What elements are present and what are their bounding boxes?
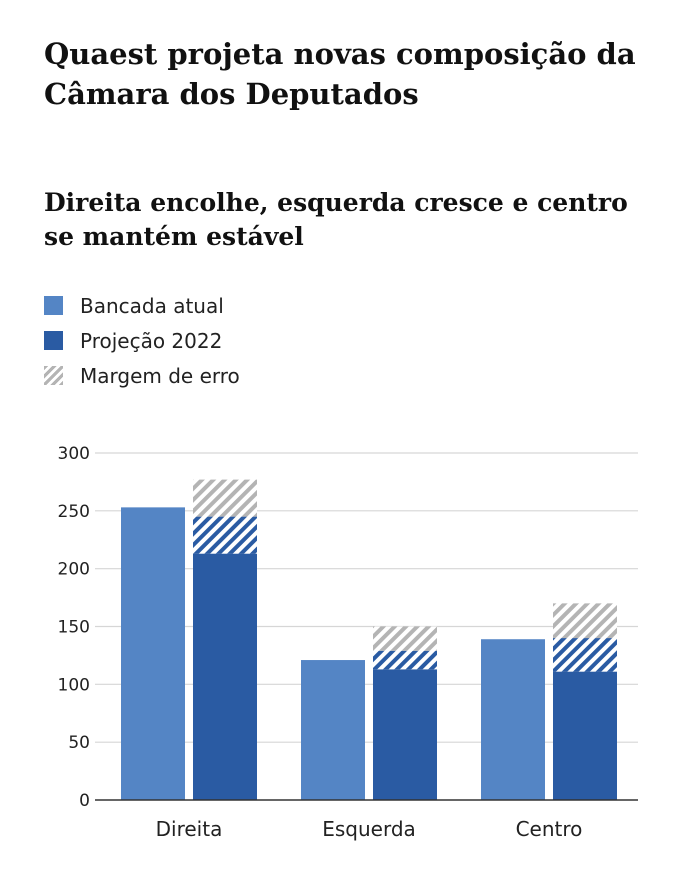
chart-title: Quaest projeta novas composição da Câmar… <box>44 37 636 111</box>
legend: Bancada atual Projeção 2022 Margem de er… <box>44 288 240 393</box>
bar-current-centro <box>481 639 545 800</box>
error-margin-light-direita <box>193 479 257 517</box>
chart-subtitle: Direita encolhe, esquerda cresce e centr… <box>44 188 628 251</box>
y-tick-label-0: 0 <box>79 791 90 811</box>
legend-swatch-current <box>44 296 63 315</box>
grid-lines <box>95 452 638 743</box>
axes: 0 50 100 150 200 250 300 Direita Esquerda Centro <box>58 444 638 841</box>
y-tick-label-50: 50 <box>68 733 90 753</box>
error-margin-light-centro <box>553 603 617 639</box>
y-tick-label-200: 200 <box>58 560 90 580</box>
legend-item-margin: Margem de erro <box>44 358 240 393</box>
legend-label-margin: Margem de erro <box>80 363 240 388</box>
y-tick-label-100: 100 <box>58 675 90 695</box>
error-margin-dark-esquerda <box>373 650 437 670</box>
bar-chart: 0 50 100 150 200 250 300 Direita Esquerda Centro <box>58 444 638 841</box>
bar-current-direita <box>121 507 185 800</box>
y-tick-label-250: 250 <box>58 502 90 522</box>
x-category-label-direita: Direita <box>156 817 223 841</box>
legend-swatch-margin <box>44 366 63 385</box>
legend-swatch-projection <box>44 331 63 350</box>
error-margin-dark-centro <box>553 638 617 672</box>
bar-projection-centro <box>553 671 617 800</box>
legend-label-projection: Projeção 2022 <box>80 328 223 353</box>
legend-item-current: Bancada atual <box>44 288 240 323</box>
x-category-label-esquerda: Esquerda <box>322 817 416 841</box>
error-margin-light-esquerda <box>373 626 437 651</box>
bar-projection-direita <box>193 553 257 800</box>
y-tick-label-150: 150 <box>58 618 90 638</box>
y-tick-label-300: 300 <box>58 444 90 464</box>
error-margin-dark-direita <box>193 516 257 554</box>
legend-label-current: Bancada atual <box>80 293 224 318</box>
bars <box>121 479 617 800</box>
x-category-label-centro: Centro <box>516 817 583 841</box>
bar-current-esquerda <box>301 660 365 800</box>
legend-item-projection: Projeção 2022 <box>44 323 240 358</box>
bar-projection-esquerda <box>373 669 437 800</box>
